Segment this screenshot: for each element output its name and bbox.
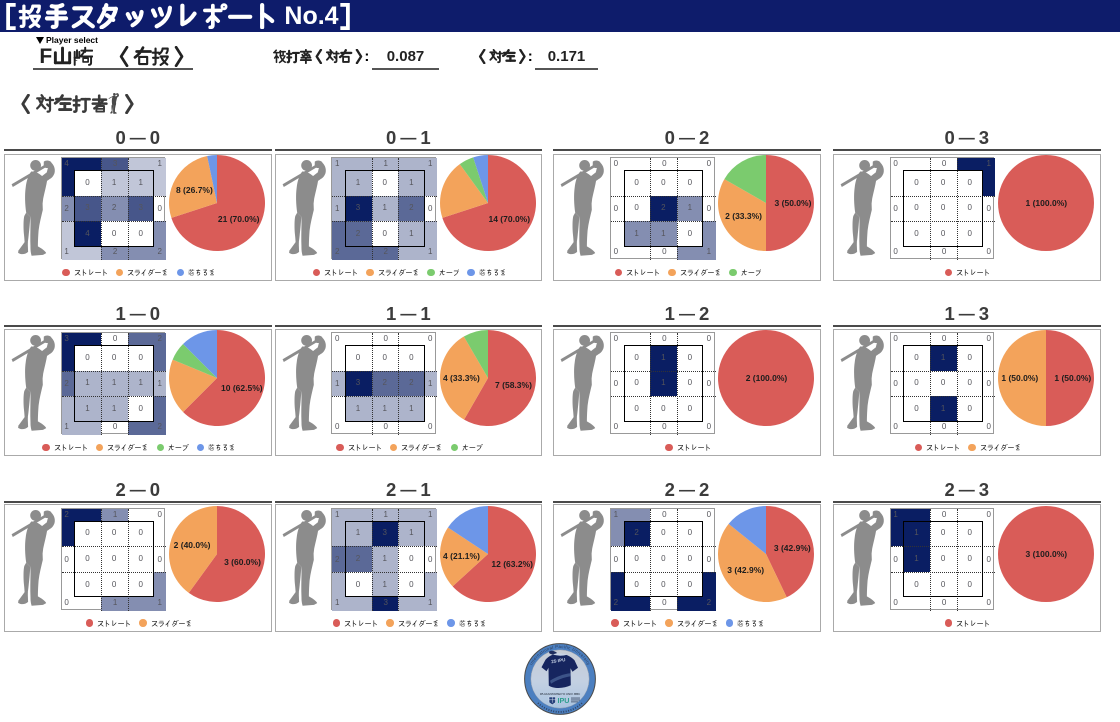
svg-text:25·IPU: 25·IPU [551,657,567,664]
svg-text:IPU: IPU [558,696,570,705]
svg-text:IPU•KANTAIHEIYO UNIV. BBC: IPU•KANTAIHEIYO UNIV. BBC [540,692,581,696]
